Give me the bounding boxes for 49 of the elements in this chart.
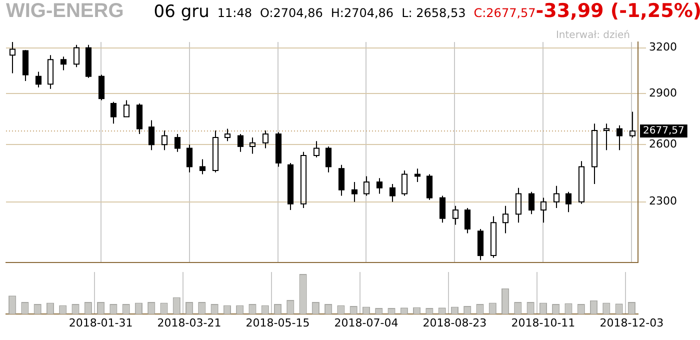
candlestick bbox=[351, 181, 358, 202]
text: -33,99 (-1,25%) bbox=[536, 0, 700, 22]
candlestick bbox=[123, 100, 130, 118]
candlestick bbox=[9, 42, 16, 74]
candlestick bbox=[161, 130, 168, 151]
candlestick bbox=[338, 164, 345, 196]
candlestick bbox=[502, 205, 509, 234]
y-tick-label: 2900 bbox=[649, 86, 677, 100]
x-tick-label: 2018-05-15 bbox=[246, 316, 310, 330]
candlestick bbox=[60, 56, 67, 71]
candlestick bbox=[237, 134, 244, 152]
candlestick bbox=[616, 124, 623, 151]
text: C:2677,57 bbox=[474, 6, 536, 20]
candlestick bbox=[249, 137, 256, 154]
x-tick-label: 2018-10-11 bbox=[511, 316, 576, 330]
text: 11:48 bbox=[217, 6, 252, 20]
candlestick bbox=[35, 71, 42, 88]
candlestick bbox=[515, 187, 522, 224]
candlestick bbox=[47, 54, 54, 90]
text: O:2704,86 bbox=[260, 6, 323, 20]
candlestick bbox=[313, 140, 320, 158]
candlestick bbox=[629, 111, 636, 138]
x-tick-label: 2018-03-21 bbox=[157, 316, 222, 330]
x-tick-label: 2018-01-31 bbox=[68, 316, 133, 330]
candlestick bbox=[540, 197, 547, 224]
candlestick bbox=[603, 123, 610, 151]
candlestick bbox=[591, 123, 598, 184]
candlestick bbox=[565, 191, 572, 213]
chart-subtitle: 06 gru bbox=[154, 2, 210, 22]
chart-title: WIG-ENERG bbox=[6, 0, 124, 23]
candlestick bbox=[199, 158, 206, 175]
candlestick bbox=[452, 205, 459, 226]
candlestick bbox=[376, 178, 383, 194]
candlestick bbox=[389, 183, 396, 202]
candlestick bbox=[363, 176, 370, 196]
x-tick-label: 2018-08-23 bbox=[422, 316, 487, 330]
y-tick-label: 2600 bbox=[649, 138, 677, 151]
candlestick bbox=[553, 185, 560, 208]
text: H:2704,86 bbox=[330, 6, 394, 20]
candlestick bbox=[325, 146, 332, 173]
x-tick-label: 2018-12-03 bbox=[600, 316, 664, 330]
x-tick-label: 2018-07-04 bbox=[334, 316, 398, 330]
y-tick-label: 3200 bbox=[649, 40, 677, 54]
text: Interwał: dzień bbox=[556, 30, 630, 41]
ref-line-label: 2677,57 bbox=[643, 126, 684, 137]
candlestick bbox=[148, 120, 155, 151]
y-tick-label: 2300 bbox=[649, 194, 677, 208]
text: L: 2658,53 bbox=[402, 6, 466, 20]
candlestick bbox=[186, 144, 193, 173]
